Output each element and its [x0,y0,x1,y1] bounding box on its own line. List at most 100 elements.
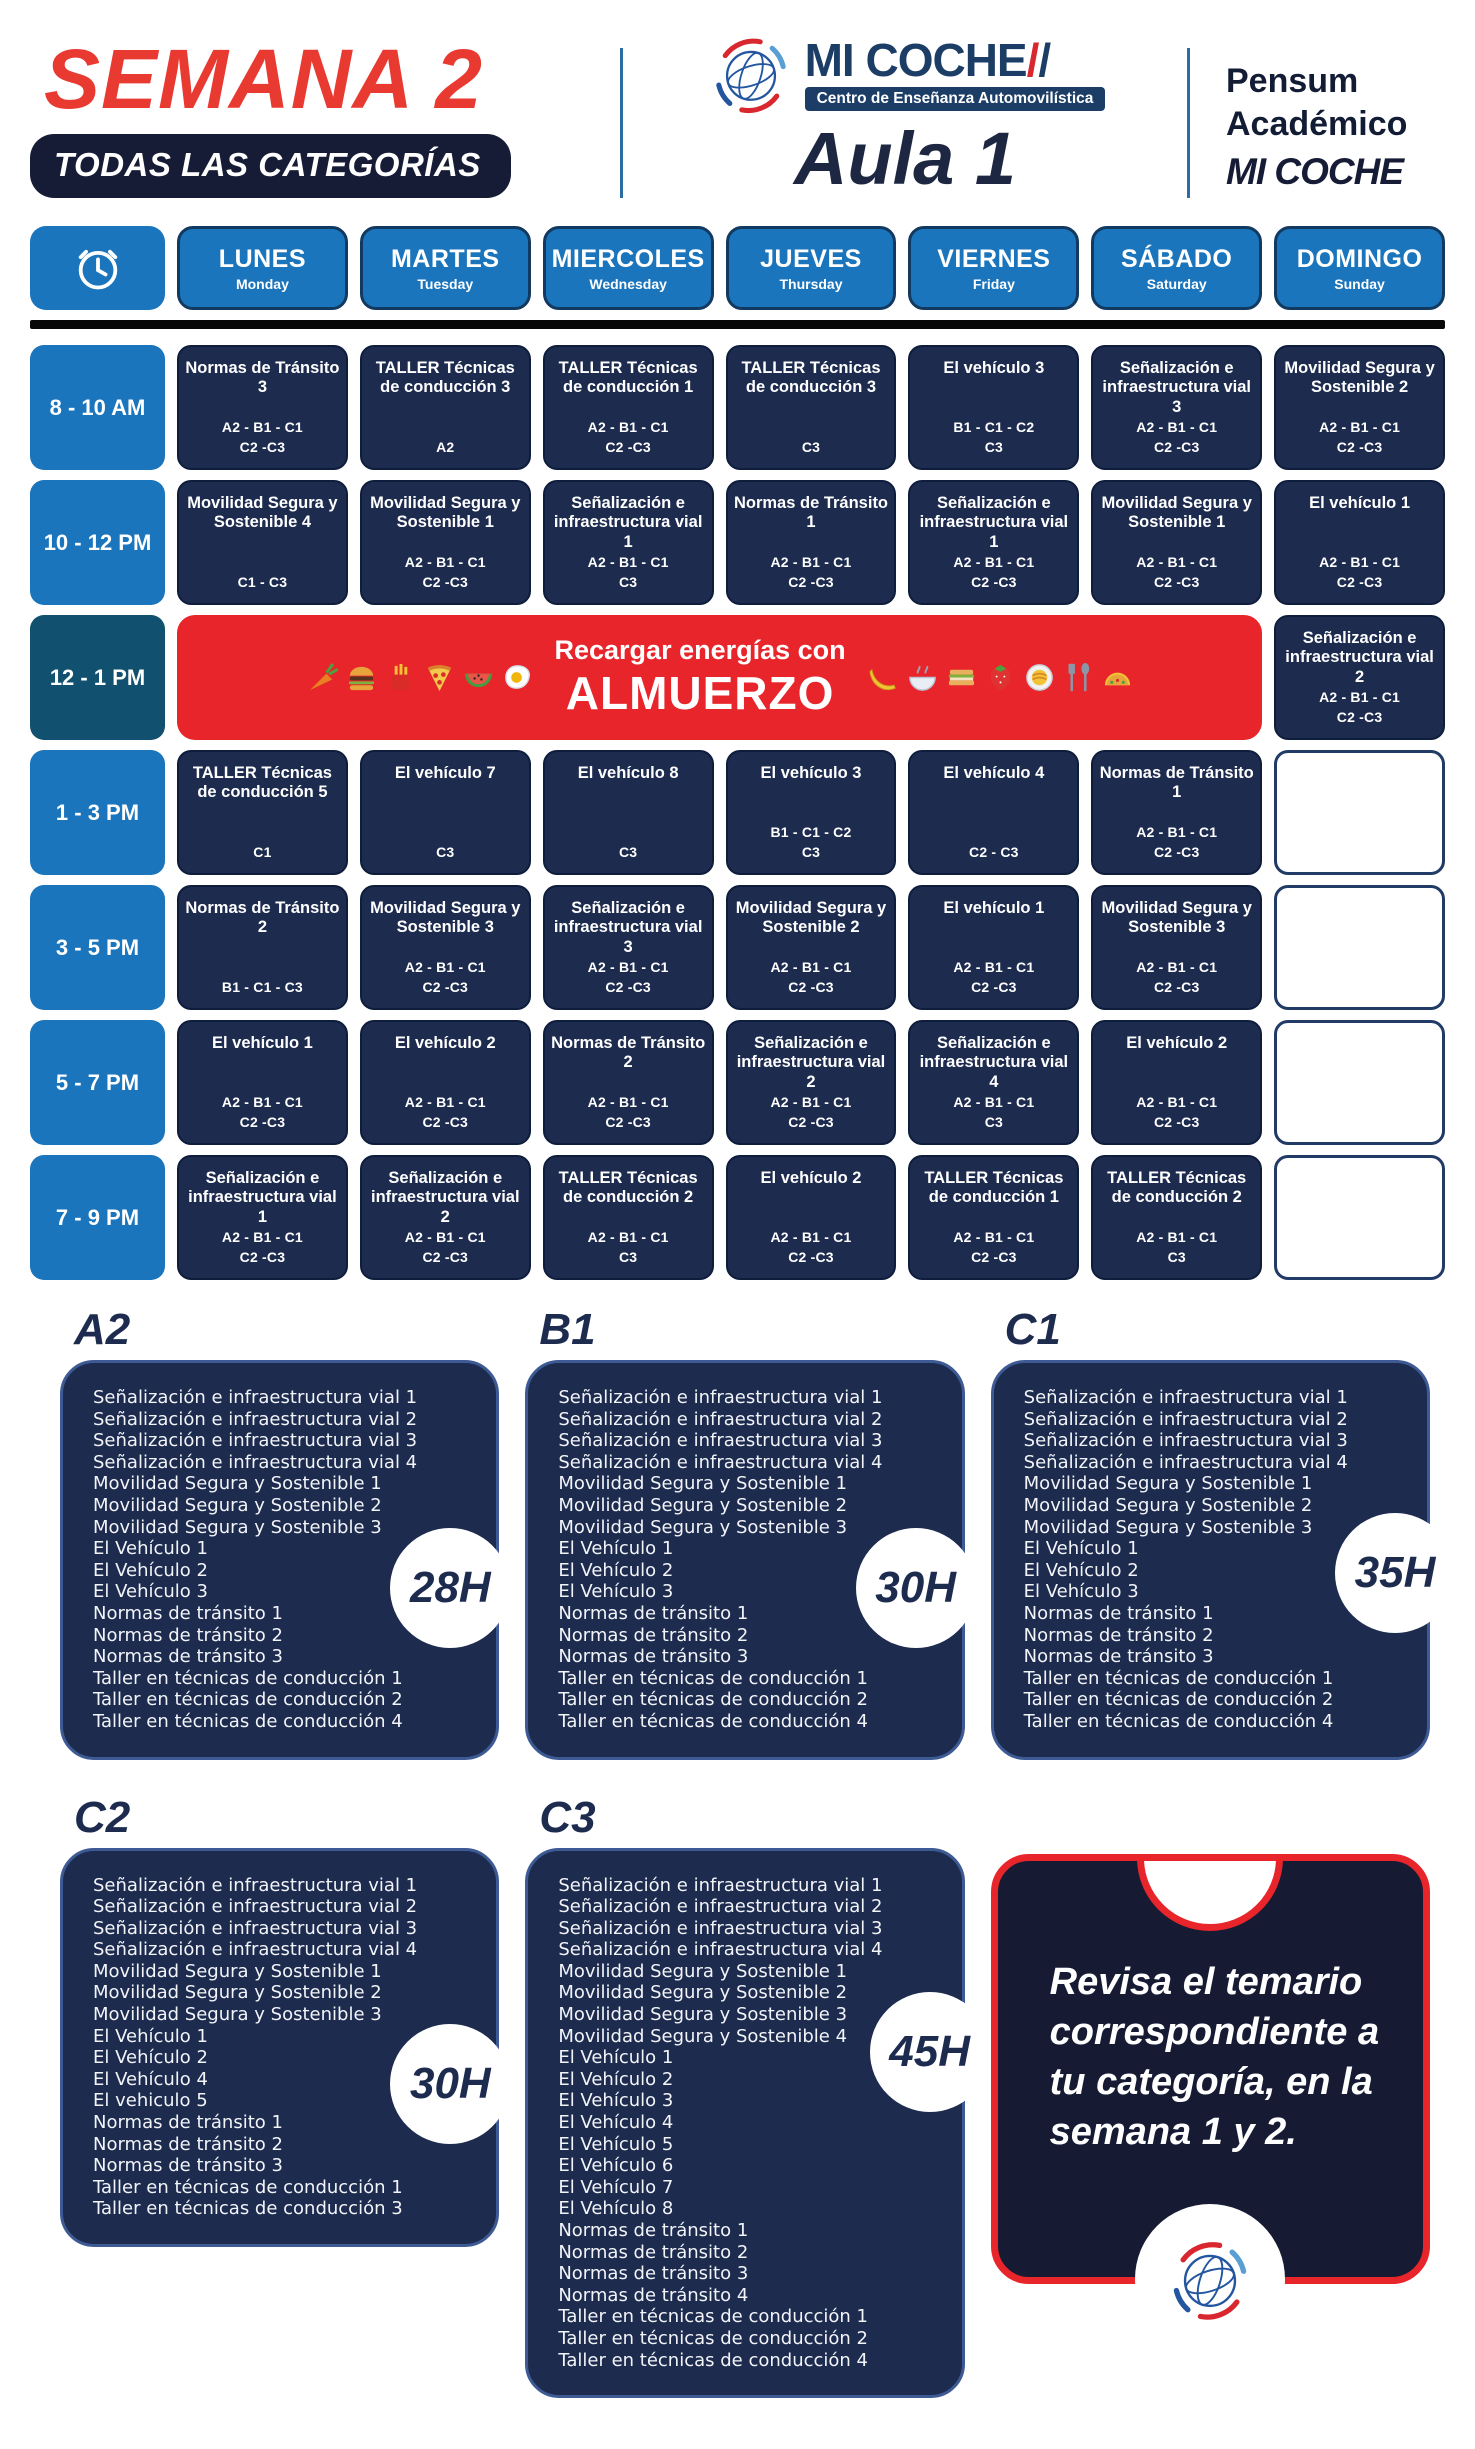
topic-line: Movilidad Segura y Sostenible 3 [558,1516,848,1538]
schedule-cell: Movilidad Segura y Sostenible 2 A2 - B1 … [725,885,897,1010]
topic-line: El Vehículo 3 [558,1581,674,1603]
cell-title: Movilidad Segura y Sostenible 3 [1101,899,1252,937]
cell-title: Normas de Tránsito 2 [185,899,340,937]
cell-categories: A2 - B1 - C1 C2 -C3 [587,1094,669,1131]
topic-line: El Vehículo 7 [558,2176,674,2198]
cell-title: El vehículo 4 [943,764,1045,782]
lunch-row: 12 - 1 PM Recargar energías con ALMUERZO [30,615,1445,740]
cell-categories: A2 - B1 - C1 C2 -C3 [1136,824,1218,861]
carrot-icon [309,663,338,691]
topic-line: Taller en técnicas de conducción 1 [93,2176,403,2198]
day-header-row: LUNES Monday MARTES Tuesday MIERCOLES We… [30,226,1445,310]
pensum-brand-wordmark: MI COCHE [1226,151,1404,192]
topic-line: El Vehículo 1 [93,2025,208,2047]
cell-categories: A2 - B1 - C1 C2 -C3 [587,419,669,456]
taco-icon [1104,672,1130,686]
cell-categories: A2 - B1 - C1 C3 [587,554,669,591]
sandwich-icon [948,669,974,686]
topic-line: Normas de tránsito 3 [93,2155,283,2177]
schedule-cell: TALLER Técnicas de conducción 3 A2 [359,345,531,470]
topic-line: Movilidad Segura y Sostenible 1 [93,1960,382,1982]
cell-title: TALLER Técnicas de conducción 3 [741,359,881,397]
cell-categories: A2 - B1 - C1 C3 [1136,1229,1218,1266]
brand-wordmark: MI COCHE// [804,34,1052,86]
cell-title: Señalización e infraestructura vial 3 [1102,359,1251,416]
topic-line: Taller en técnicas de conducción 4 [1023,1710,1334,1732]
cell-categories: A2 - B1 - C1 C2 -C3 [1136,419,1218,456]
schedule-cell: Movilidad Segura y Sostenible 2 A2 - B1 … [1274,345,1445,470]
day-name-english: Wednesday [589,275,667,292]
fried-egg-icon [504,665,530,689]
weekly-schedule: LUNES Monday MARTES Tuesday MIERCOLES We… [30,226,1445,1280]
topic-line: Normas de tránsito 1 [558,2220,749,2241]
schedule-cell: El vehículo 3 B1 - C1 - C2 C3 [908,345,1080,470]
header-rule [30,320,1445,329]
card-notch [1137,1860,1284,1931]
schedule-cell: Normas de Tránsito 3 A2 - B1 - C1 C2 -C3 [177,345,348,470]
cell-categories: A2 - B1 - C1 C2 -C3 [221,1094,303,1131]
day-name-english: Sunday [1334,275,1385,292]
schedule-row: 5 - 7 PM El vehículo 1 A2 - B1 - C1 C2 -… [30,1020,1445,1145]
schedule-cell: El vehículo 1 A2 - B1 - C1 C2 -C3 [177,1020,348,1145]
hours-badge: 30H [390,2023,511,2144]
topic-line: Normas de tránsito 2 [558,2241,749,2263]
topic-line: Taller en técnicas de conducción 4 [558,2349,869,2371]
cell-categories: C3 [618,844,638,861]
cell-title: El vehículo 7 [394,764,496,782]
day-name: VIERNES [937,244,1051,273]
day-name: LUNES [218,244,307,273]
topic-line: Señalización e infraestructura vial 3 [93,1430,418,1452]
topic-line: Taller en técnicas de conducción 3 [93,2198,403,2220]
time-slot-label: 3 - 5 PM [30,885,165,1010]
day-header: MIERCOLES Wednesday [542,226,714,310]
topic-line: El Vehículo 2 [93,1559,208,1581]
schedule-cell: Señalización e infraestructura vial 3 A2… [1091,345,1263,470]
cell-categories: A2 - B1 - C1 C2 -C3 [1319,419,1401,456]
category-code: C1 [1004,1305,1061,1354]
topic-line: Señalización e infraestructura vial 2 [558,1896,883,1918]
cell-categories: A2 - B1 - C1 C3 [953,1094,1035,1131]
pensum-label: Pensum Académico [1226,62,1408,143]
day-header: MARTES Tuesday [359,226,531,310]
cell-categories: C1 [253,844,272,861]
schedule-cell: Señalización e infraestructura vial 1 A2… [542,480,714,605]
cell-title: Movilidad Segura y Sostenible 4 [187,494,338,532]
topic-line: Normas de tránsito 3 [1023,1646,1214,1668]
category-code: C2 [74,1792,131,1842]
schedule-cell: Señalización e infraestructura vial 4 A2… [908,1020,1080,1145]
cell-title: Señalización e infraestructura vial 3 [553,899,703,956]
topic-line: Taller en técnicas de conducción 2 [558,1689,869,1711]
topic-line: Señalización e infraestructura vial 3 [93,1917,418,1939]
topic-line: Señalización e infraestructura vial 1 [1023,1387,1348,1408]
topic-line: Normas de tránsito 3 [93,1646,283,1668]
topic-line: El Vehículo 1 [93,1538,208,1560]
day-name-english: Friday [972,275,1015,292]
cell-title: Normas de Tránsito 2 [551,1034,706,1072]
burger-icon [348,666,374,691]
day-header: SÁBADO Saturday [1091,226,1263,310]
schedule-cell: Normas de Tránsito 2 B1 - C1 - C3 [177,885,348,1010]
day-header: JUEVES Thursday [725,226,897,310]
topic-line: Señalización e infraestructura vial 2 [1023,1408,1348,1430]
cell-title: TALLER Técnicas de conducción 1 [558,359,698,397]
empty-cell [1274,750,1445,875]
pasta-icon [1025,664,1053,691]
schedule-cell: El vehículo 2 A2 - B1 - C1 C2 -C3 [1091,1020,1263,1145]
topic-line: Señalización e infraestructura vial 2 [93,1408,418,1430]
topic-line: Movilidad Segura y Sostenible 1 [558,1473,848,1495]
schedule-cell: TALLER Técnicas de conducción 5 C1 [177,750,348,875]
topic-line: El Vehículo 2 [558,2068,674,2090]
topic-line: El Vehículo 1 [1023,1538,1139,1560]
topic-line: Normas de tránsito 1 [1023,1602,1214,1624]
week-title: SEMANA 2 [44,32,483,126]
reminder-card: Revisa el temario correspondiente a tu c… [990,1853,1430,2354]
schedule-cell: Movilidad Segura y Sostenible 1 A2 - B1 … [1091,480,1263,605]
schedule-cell: Señalización e infraestructura vial 1 A2… [177,1155,348,1280]
strawberry-icon [990,664,1011,691]
globe-icon [1174,2241,1247,2320]
cell-title: El vehículo 3 [760,764,862,782]
cell-title: Movilidad Segura y Sostenible 3 [370,899,521,937]
topic-line: Taller en técnicas de conducción 4 [93,1710,403,1732]
day-header: DOMINGO Sunday [1274,226,1445,310]
schedule-cell: TALLER Técnicas de conducción 2 A2 - B1 … [542,1155,714,1280]
